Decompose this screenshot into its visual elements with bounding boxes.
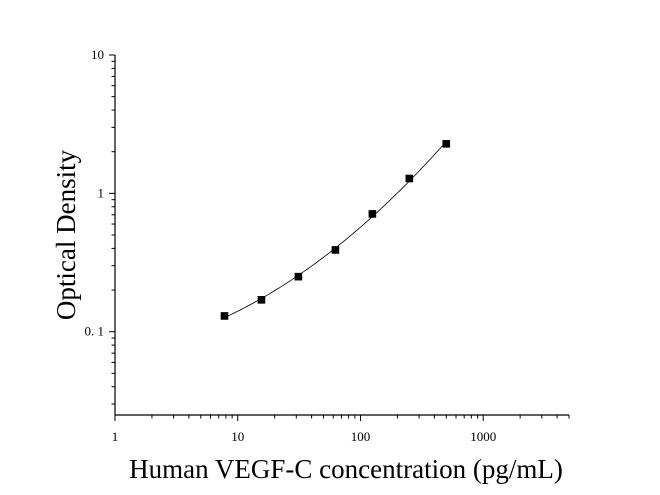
y-axis-title: Optical Density <box>51 149 81 320</box>
data-point <box>294 272 303 281</box>
data-point <box>220 312 229 320</box>
data-point <box>405 174 414 183</box>
x-axis-title: Human VEGF-C concentration (pg/mL) <box>129 454 563 484</box>
x-tick-label: 100 <box>351 429 371 444</box>
fit-curve <box>224 141 447 318</box>
data-points <box>220 140 451 320</box>
y-tick-label: 10 <box>91 47 104 62</box>
y-tick-label: 1 <box>98 185 105 200</box>
x-tick-label: 1000 <box>470 429 496 444</box>
data-point <box>368 210 377 218</box>
x-tick-label: 1 <box>112 429 119 444</box>
x-tick-label: 10 <box>231 429 244 444</box>
data-point <box>331 246 340 254</box>
data-point <box>442 140 451 148</box>
y-tick-label: 0. 1 <box>85 324 105 339</box>
axes: 1 10 100 1000 0. 1 1 10 <box>85 47 570 444</box>
fit-curve-group <box>224 141 447 318</box>
data-point <box>257 296 266 304</box>
